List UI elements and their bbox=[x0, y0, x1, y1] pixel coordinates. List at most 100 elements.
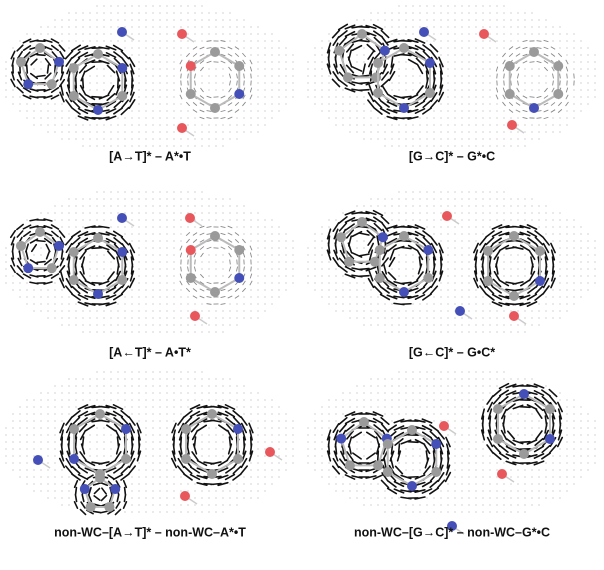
atom bbox=[509, 231, 519, 241]
atom bbox=[69, 424, 80, 434]
atom bbox=[234, 273, 245, 283]
panel-art bbox=[5, 5, 294, 147]
atom bbox=[382, 439, 393, 449]
caption: [A←T]* – A•T* bbox=[109, 345, 191, 359]
atom bbox=[544, 434, 555, 444]
atom bbox=[373, 460, 384, 471]
atom bbox=[504, 61, 515, 71]
field-strong bbox=[326, 209, 556, 307]
atom bbox=[336, 433, 347, 444]
atom bbox=[33, 455, 43, 465]
atom bbox=[483, 276, 494, 286]
atom bbox=[210, 47, 220, 57]
atom bbox=[93, 289, 103, 299]
atom bbox=[483, 246, 494, 256]
atom bbox=[379, 45, 390, 56]
atom bbox=[442, 211, 452, 221]
bond-ring bbox=[508, 50, 560, 110]
atom bbox=[68, 275, 79, 285]
atom bbox=[180, 491, 190, 501]
caption: non-WC–[A→T]* – non-WC–A*•T bbox=[54, 525, 246, 539]
atom bbox=[439, 421, 449, 431]
atom bbox=[54, 240, 65, 251]
atom bbox=[424, 58, 435, 68]
field-strong bbox=[326, 382, 564, 500]
atom bbox=[15, 240, 26, 251]
atom bbox=[371, 72, 382, 83]
field-background bbox=[307, 191, 596, 333]
atom bbox=[190, 311, 200, 321]
atom bbox=[79, 484, 90, 495]
atom bbox=[373, 88, 384, 98]
atom bbox=[93, 233, 103, 243]
atom bbox=[507, 120, 517, 130]
caption: [G←C]* – G•C* bbox=[409, 345, 495, 359]
panel-art bbox=[307, 371, 596, 535]
atom bbox=[504, 89, 515, 99]
atom bbox=[185, 273, 196, 283]
atom bbox=[431, 439, 442, 449]
atom bbox=[373, 58, 384, 68]
atom bbox=[357, 29, 367, 39]
atom bbox=[234, 61, 245, 71]
atom bbox=[54, 56, 65, 67]
atom bbox=[519, 389, 529, 399]
atom bbox=[336, 232, 347, 243]
atom bbox=[93, 105, 103, 115]
panel-art bbox=[5, 371, 294, 516]
atom bbox=[23, 79, 34, 90]
atom bbox=[369, 256, 380, 267]
atom bbox=[359, 417, 369, 427]
field-weak bbox=[179, 225, 253, 305]
atom bbox=[120, 454, 131, 464]
atom bbox=[120, 424, 131, 434]
atom bbox=[374, 245, 385, 255]
atom bbox=[407, 425, 417, 435]
atom bbox=[117, 213, 127, 223]
atom bbox=[377, 232, 388, 243]
atom bbox=[210, 231, 220, 241]
atom bbox=[181, 454, 192, 464]
atom bbox=[497, 469, 507, 479]
atom bbox=[232, 424, 243, 434]
atom bbox=[23, 263, 34, 274]
atom bbox=[357, 217, 367, 227]
atom bbox=[234, 245, 245, 255]
atom bbox=[234, 89, 245, 99]
atom bbox=[207, 409, 217, 419]
field-background bbox=[307, 5, 596, 147]
atom bbox=[519, 449, 529, 459]
atom bbox=[207, 469, 217, 479]
atom bbox=[424, 88, 435, 98]
atom bbox=[534, 246, 545, 256]
atom bbox=[95, 473, 105, 483]
atom bbox=[46, 79, 57, 90]
atom bbox=[529, 103, 539, 113]
atom bbox=[447, 521, 457, 531]
caption: [G→C]* – G*•C bbox=[409, 149, 495, 163]
atom bbox=[493, 434, 504, 444]
field-strong bbox=[326, 23, 445, 121]
atom bbox=[423, 273, 434, 283]
field-background bbox=[5, 5, 294, 147]
panel-art bbox=[307, 191, 596, 333]
atom bbox=[334, 45, 345, 56]
atom bbox=[104, 501, 115, 512]
atom bbox=[177, 29, 187, 39]
atom bbox=[117, 247, 128, 257]
atom bbox=[399, 231, 409, 241]
field-background bbox=[307, 371, 596, 513]
atom bbox=[374, 273, 385, 283]
atom bbox=[210, 287, 220, 297]
atom bbox=[399, 43, 409, 53]
atom bbox=[232, 454, 243, 464]
field-strong bbox=[9, 218, 136, 307]
atom bbox=[117, 275, 128, 285]
atom bbox=[399, 287, 409, 297]
atom bbox=[399, 103, 409, 113]
atom bbox=[544, 404, 555, 414]
atom bbox=[419, 27, 429, 37]
atom bbox=[46, 263, 57, 274]
atom bbox=[69, 454, 80, 464]
